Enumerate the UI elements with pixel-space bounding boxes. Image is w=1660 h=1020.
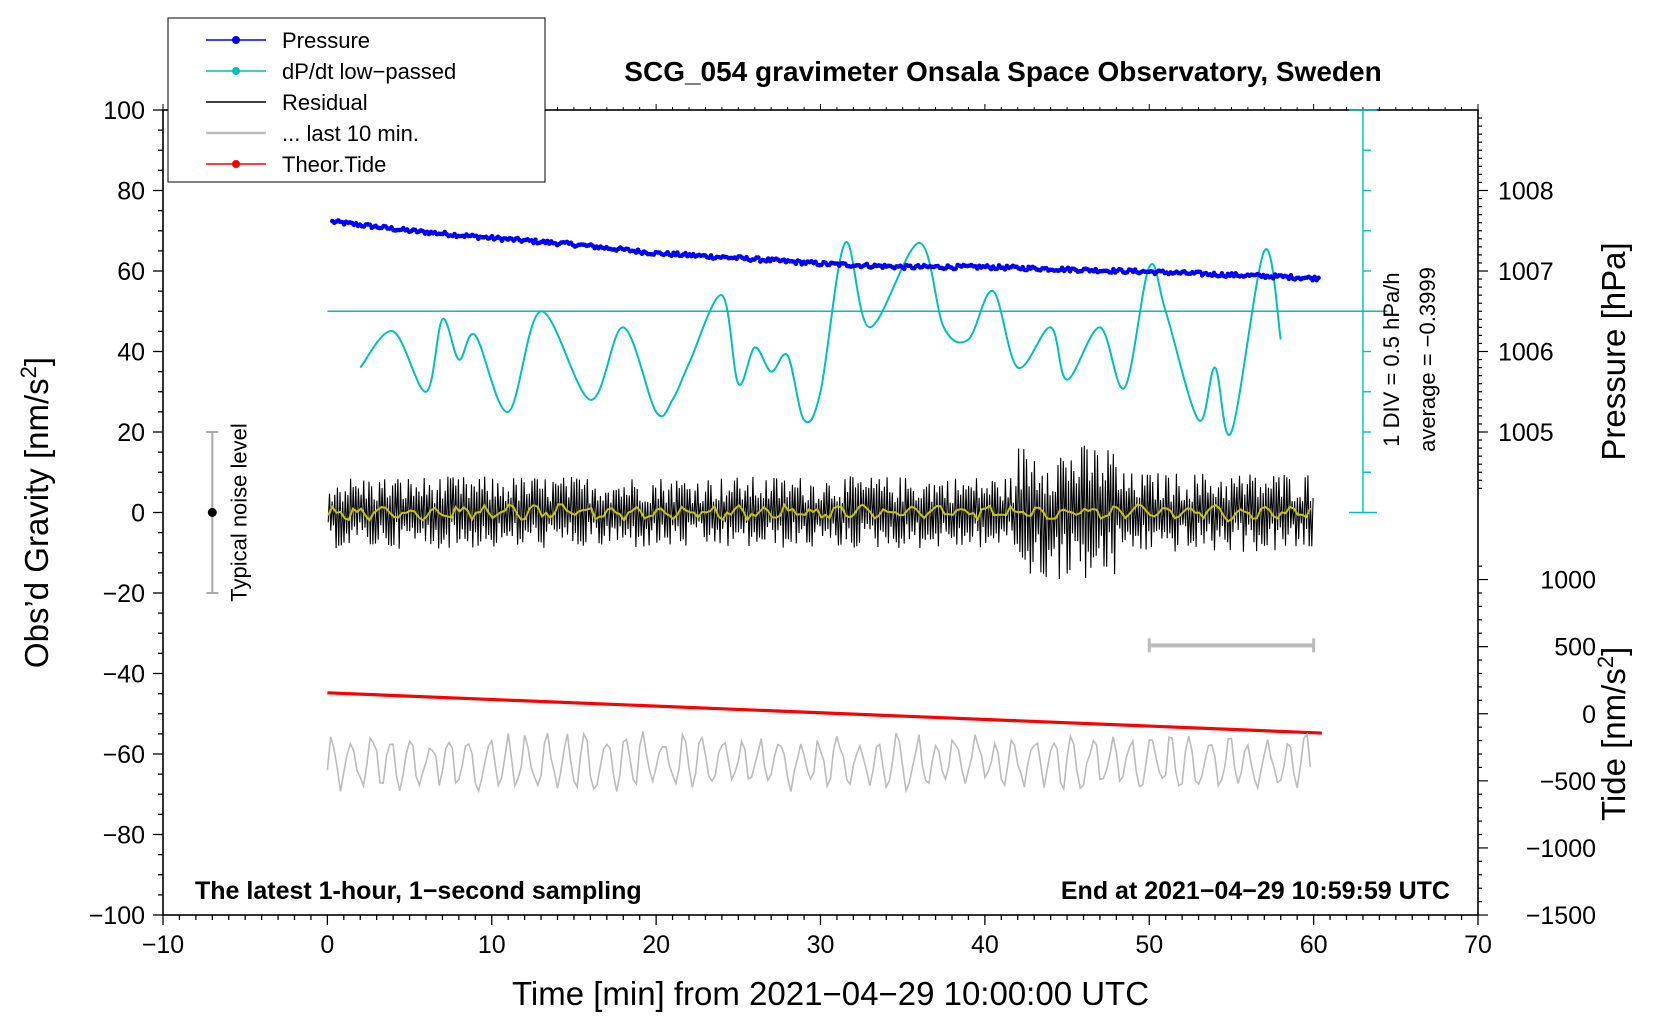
pressure-point (1312, 274, 1317, 280)
residual-smoothed-line (327, 502, 1312, 523)
annotation-end-time: End at 2021−04−29 10:59:59 UTC (1061, 877, 1450, 905)
dpdt-average-label: average = −0.3999 (1415, 267, 1440, 452)
x-tick-labels: −10 0 10 20 30 40 50 60 70 (142, 931, 1492, 959)
legend-label: Residual (282, 90, 368, 115)
pressure-tick-label: 1005 (1498, 419, 1554, 447)
x-tick-label: 70 (1464, 931, 1492, 959)
pressure-axis-title: Pressure [hPa] (1595, 242, 1632, 460)
pressure-point (1197, 269, 1203, 275)
annotation-latest-hour: The latest 1-hour, 1−second sampling (195, 877, 642, 905)
y-left-tick-labels: 100 80 60 40 20 0 −20 −40 −60 −80 −100 (89, 97, 145, 930)
y-left-tick-label: 100 (103, 97, 145, 125)
pressure-tick-label: 1007 (1498, 258, 1554, 286)
residual-line (327, 445, 1314, 580)
y-left-tick-label: 80 (117, 178, 145, 206)
pressure-tick-label: 1008 (1498, 178, 1554, 206)
tide-tick-labels: 1000 500 0 −500 −1000 −1500 (1526, 567, 1596, 930)
y-left-tick-label: −60 (103, 741, 145, 769)
chart-title: SCG_054 gravimeter Onsala Space Observat… (624, 56, 1381, 87)
pressure-point (1286, 276, 1292, 282)
legend-item: ... last 10 min. (206, 121, 419, 146)
legend-label: Theor.Tide (282, 152, 386, 177)
x-tick-label: 40 (971, 931, 999, 959)
pressure-point (1002, 267, 1008, 272)
pressure-point (953, 266, 958, 271)
dpdt-line (359, 241, 1282, 436)
x-tick-label: 0 (320, 931, 334, 959)
tide-axis-title: Tide [nm/s2] (1593, 647, 1632, 821)
tide-tick-label: 1000 (1540, 567, 1596, 595)
legend-item: Theor.Tide (206, 152, 386, 177)
pressure-series (330, 218, 1321, 283)
pressure-point (1109, 270, 1114, 275)
legend-item: Residual (206, 90, 368, 115)
dpdt-reference-scale: 1 DIV = 0.5 hPa/h average = −0.3999 (1348, 109, 1440, 514)
legend: Pressure dP/dt low−passed Residual ... last… (167, 17, 546, 183)
pressure-point (1316, 275, 1321, 281)
x-tick-label: 60 (1300, 931, 1328, 959)
x-tick-label: −10 (142, 931, 184, 959)
y-left-tick-label: −100 (89, 902, 145, 930)
tide-tick-label: −1500 (1526, 902, 1596, 930)
tide-tick-label: −500 (1540, 768, 1596, 796)
x-tick-label: 30 (807, 931, 835, 959)
legend-item: Pressure (206, 28, 370, 53)
pressure-point (1270, 275, 1276, 281)
legend-item: dP/dt low−passed (206, 59, 456, 84)
tide-title-main: Tide [nm/s (1595, 668, 1632, 821)
pressure-point (533, 237, 538, 242)
noise-bar-center (207, 508, 217, 517)
tide-line (327, 691, 1322, 735)
legend-marker (232, 36, 240, 44)
y-left-tick-label: 40 (117, 339, 145, 367)
pressure-tick-labels: 1008 1007 1006 1005 (1498, 178, 1554, 448)
x-tick-label: 20 (642, 931, 670, 959)
noise-bar-label: Typical noise level (226, 423, 251, 602)
y-left-tick-label: −40 (103, 661, 145, 689)
pressure-point (1111, 266, 1116, 272)
data-series (326, 218, 1388, 794)
x-tick-label: 10 (478, 931, 506, 959)
last10-line (326, 731, 1312, 794)
pressure-point (1310, 277, 1315, 283)
y-left-tick-label: −80 (103, 822, 145, 850)
tide-tick-label: 0 (1582, 701, 1596, 729)
y-left-tick-label: 20 (117, 419, 145, 447)
tide-title-sup: 2 (1593, 656, 1618, 668)
legend-marker (232, 160, 240, 168)
y-left-axis-title: Obs’d Gravity [nm/s2] (16, 357, 55, 668)
tide-title-end: ] (1595, 647, 1632, 656)
legend-label: Pressure (282, 28, 370, 53)
dpdt-scale-label: 1 DIV = 0.5 hPa/h (1379, 272, 1404, 446)
pressure-point (994, 266, 1000, 272)
pressure-tick-label: 1006 (1498, 339, 1554, 367)
legend-box (167, 17, 546, 183)
last10-bar (1147, 638, 1316, 653)
tide-tick-label: 500 (1554, 634, 1596, 662)
x-axis-title: Time [min] from 2021−04−29 10:00:00 UTC (512, 975, 1149, 1012)
y-left-title-main: Obs’d Gravity [nm/s (18, 378, 55, 668)
pressure-point (756, 255, 761, 260)
y-left-tick-label: 0 (131, 500, 145, 528)
y-left-tick-label: 60 (117, 258, 145, 286)
legend-label: dP/dt low−passed (282, 59, 456, 84)
pressure-point (1065, 265, 1071, 271)
y-left-title-sup: 2 (16, 366, 41, 378)
y-left-title-end: ] (18, 357, 55, 366)
legend-marker (232, 67, 240, 75)
x-tick-label: 50 (1135, 931, 1163, 959)
y-left-tick-label: −20 (103, 580, 145, 608)
pressure-point (902, 266, 907, 272)
tide-tick-label: −1000 (1526, 835, 1596, 863)
legend-label: ... last 10 min. (282, 121, 419, 146)
noise-level-bar: Typical noise level (206, 423, 251, 602)
